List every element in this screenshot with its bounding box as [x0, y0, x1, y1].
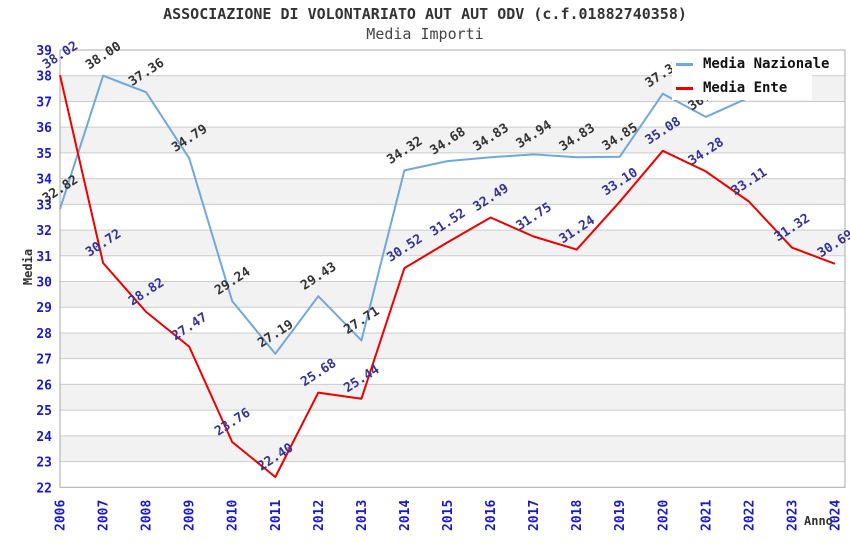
plot-band — [60, 178, 845, 205]
plot-band — [60, 281, 845, 308]
y-tick-label: 33 — [36, 198, 52, 213]
y-tick-label: 39 — [36, 44, 52, 59]
y-tick-label: 24 — [36, 430, 52, 445]
y-tick-label: 34 — [36, 173, 52, 188]
y-tick-label: 25 — [36, 404, 52, 419]
x-tick-label: 2024 — [829, 500, 844, 531]
x-tick-label: 2023 — [785, 500, 800, 531]
x-tick-label: 2010 — [226, 500, 241, 531]
x-tick-label: 2006 — [54, 500, 69, 531]
chart-title: ASSOCIAZIONE DI VOLONTARIATO AUT AUT ODV… — [163, 5, 687, 23]
y-tick-label: 29 — [36, 301, 52, 316]
y-tick-label: 37 — [36, 95, 52, 110]
x-tick-label: 2008 — [140, 500, 155, 531]
plot-border — [59, 49, 846, 488]
y-tick-label: 36 — [36, 121, 52, 136]
x-tick-label: 2018 — [570, 500, 585, 531]
chart-legend: Media Nazionale Media Ente — [672, 52, 829, 100]
y-tick-label: 23 — [36, 456, 52, 471]
plot-band — [60, 384, 845, 411]
legend-swatch-red-line-icon — [676, 86, 693, 90]
data-point-label: 38.00 — [83, 39, 124, 73]
legend-swatch-blue-line-icon — [676, 62, 693, 66]
x-tick-label: 2009 — [183, 500, 198, 531]
x-tick-label: 2015 — [441, 500, 456, 531]
y-tick-label: 27 — [36, 353, 52, 368]
series-line-media-nazionale — [59, 74, 750, 355]
plot-band — [60, 435, 845, 462]
y-axis-title: Media — [21, 248, 35, 286]
y-tick-label: 38 — [36, 70, 52, 85]
chart-subtitle: Media Importi — [366, 25, 484, 43]
y-tick-label: 30 — [36, 276, 52, 291]
series-line-media-ente — [59, 74, 836, 478]
x-tick-label: 2007 — [97, 500, 112, 531]
y-tick-label: 28 — [36, 327, 52, 342]
y-tick-label: 31 — [36, 250, 52, 265]
x-tick-label: 2020 — [656, 500, 671, 531]
x-tick-label: 2011 — [269, 500, 284, 531]
plot-band — [60, 127, 845, 153]
data-point-label: 31.75 — [514, 200, 555, 234]
y-tick-label: 35 — [36, 147, 52, 162]
y-tick-label: 32 — [36, 224, 52, 239]
x-tick-label: 2021 — [699, 500, 714, 531]
x-tick-label: 2017 — [527, 500, 542, 531]
x-tick-label: 2016 — [484, 500, 499, 531]
legend-label: Media Nazionale — [703, 56, 830, 72]
plot-band — [60, 332, 845, 359]
legend-label: Media Ente — [703, 80, 788, 96]
x-axis-title: Anno — [804, 514, 833, 528]
plot-band — [60, 230, 845, 256]
y-tick-label: 26 — [36, 378, 52, 393]
x-tick-label: 2014 — [398, 500, 413, 531]
x-tick-label: 2013 — [355, 500, 370, 531]
x-tick-label: 2022 — [742, 500, 757, 531]
x-tick-label: 2019 — [613, 500, 628, 531]
y-tick-label: 22 — [36, 481, 52, 496]
x-tick-label: 2012 — [312, 500, 327, 531]
legend-item-media-nazionale: Media Nazionale — [676, 54, 829, 74]
legend-item-media-ente: Media Ente — [676, 78, 812, 98]
